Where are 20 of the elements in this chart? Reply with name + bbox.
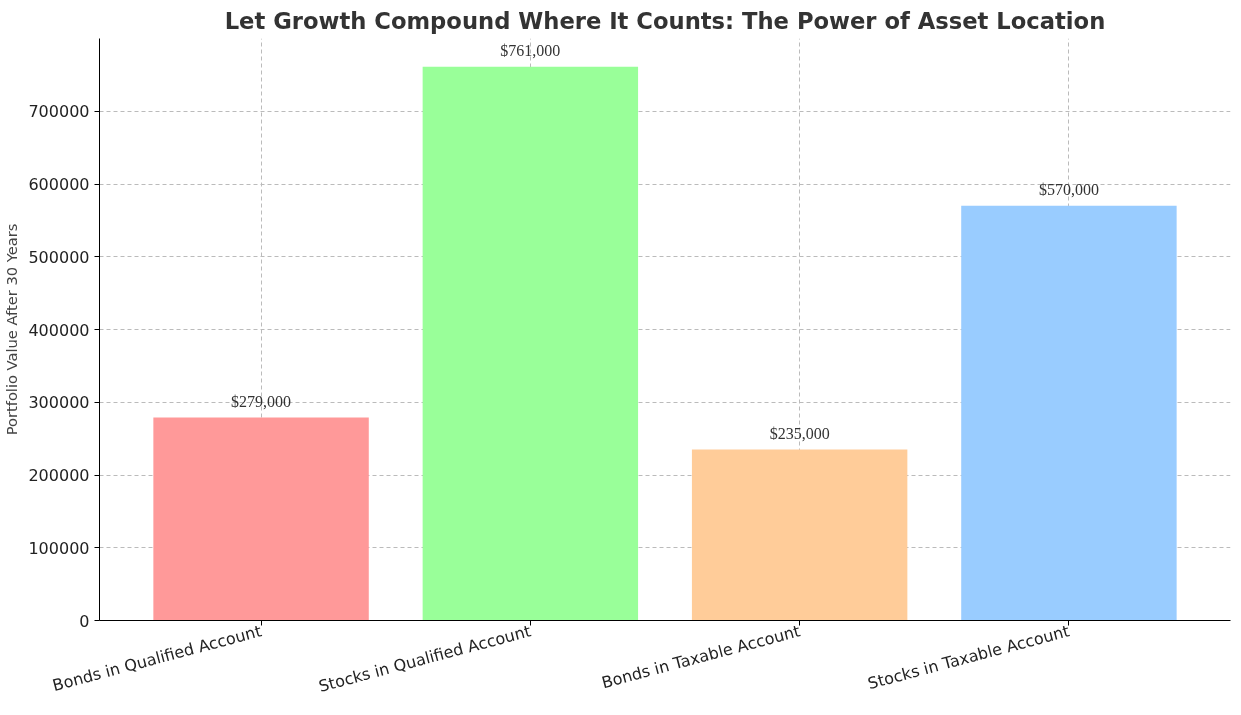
y-tick-label: 100000 xyxy=(28,538,90,558)
x-tick-label: Bonds in Taxable Account xyxy=(599,621,803,693)
y-tick-label: 300000 xyxy=(28,393,90,413)
y-tick-label: 600000 xyxy=(28,175,90,194)
data-label: $279,000 xyxy=(231,392,292,410)
y-tick-label: 200000 xyxy=(28,466,90,485)
bar xyxy=(422,66,639,621)
data-label: $235,000 xyxy=(769,424,830,442)
data-label: $570,000 xyxy=(1038,180,1099,198)
chart-title: Let Growth Compound Where It Counts: The Power of Asset Location xyxy=(224,7,1106,34)
bar xyxy=(691,449,908,621)
bar xyxy=(961,205,1177,621)
bar xyxy=(153,417,369,621)
data-label: $761,000 xyxy=(500,41,561,59)
y-tick-label: 500000 xyxy=(28,247,90,267)
x-tick-label: Stocks in Taxable Account xyxy=(865,621,1072,694)
y-tick-label: 700000 xyxy=(28,102,90,122)
y-tick-label: 400000 xyxy=(28,320,90,340)
y-axis-title: Portfolio Value After 30 Years xyxy=(3,223,21,436)
y-tick-label: 0 xyxy=(79,611,90,631)
